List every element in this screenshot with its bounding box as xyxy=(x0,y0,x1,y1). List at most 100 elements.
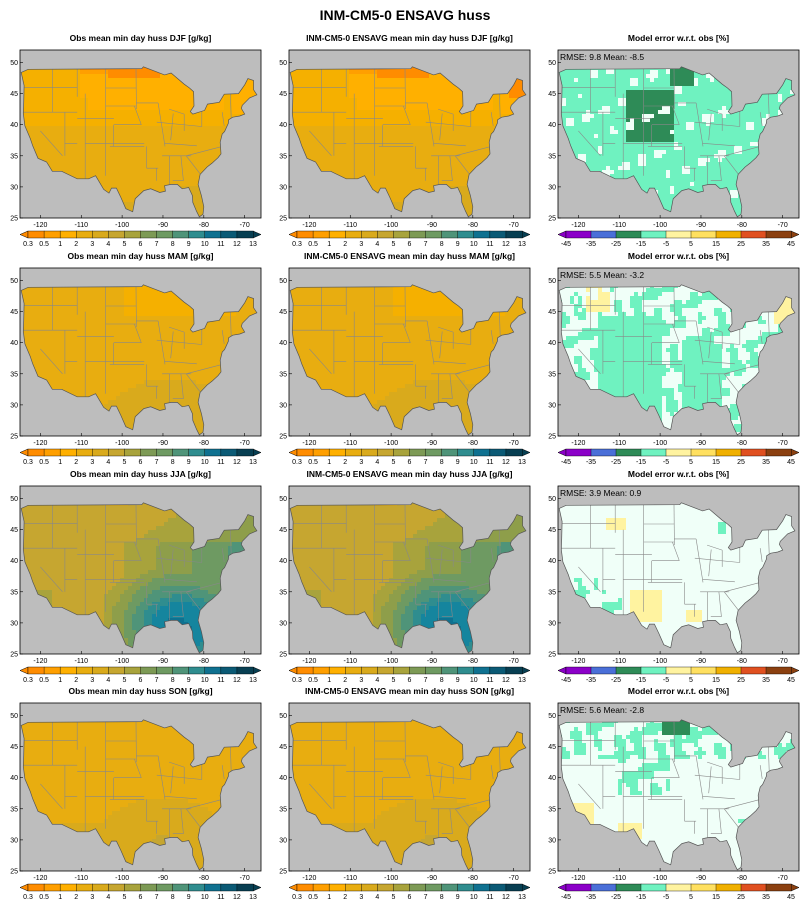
colorbar-tick-label: 12 xyxy=(502,241,510,248)
colorbar-segment xyxy=(27,666,45,675)
lon-tick-label: -110 xyxy=(75,440,89,447)
lat-tick-label: 25 xyxy=(548,652,556,659)
colorbar-segment xyxy=(457,666,475,675)
colorbar-tick-label: 13 xyxy=(249,677,257,684)
colorbar-segment xyxy=(220,666,238,675)
colorbar-segment xyxy=(236,666,254,675)
colorbar-tick-label: 12 xyxy=(502,677,510,684)
colorbar-segment xyxy=(505,230,523,239)
colorbar-segment xyxy=(124,230,141,239)
colorbar-huss: 0.3 0.5 1 2 3 4 5 6 7 8 9 10 11 12 13 xyxy=(19,883,262,900)
lon-tick-label: -100 xyxy=(384,658,398,665)
colorbar-segment xyxy=(140,230,157,239)
colorbar-min-arrow xyxy=(557,230,567,239)
lon-tick-label: -120 xyxy=(33,222,47,229)
colorbar-tick-label: 7 xyxy=(155,459,159,466)
panel-jja-model: INM-CM5-0 ENSAVG mean min day huss JJA [… xyxy=(279,469,531,684)
colorbar-tick-label: 4 xyxy=(106,677,110,684)
colorbar-tick-label: -35 xyxy=(586,241,596,248)
colorbar-max-arrow xyxy=(252,883,262,892)
lon-tick-label: -120 xyxy=(302,658,316,665)
panel-djf-obs: Obs mean min day huss DJF [g/kg]25303540… xyxy=(10,33,262,248)
lon-tick-label: -80 xyxy=(737,440,747,447)
colorbar-segment xyxy=(715,883,742,892)
colorbar-tick-label: -45 xyxy=(561,241,571,248)
lon-tick-label: -90 xyxy=(427,658,437,665)
lat-tick-label: 25 xyxy=(10,216,18,223)
lon-tick-label: -120 xyxy=(302,440,316,447)
colorbar-tick-label: 12 xyxy=(233,677,241,684)
lat-tick-label: 25 xyxy=(10,652,18,659)
colorbar-segment xyxy=(409,448,426,457)
colorbar-tick-label: 10 xyxy=(201,241,209,248)
state-boundaries xyxy=(22,286,232,403)
colorbar-tick-label: 6 xyxy=(139,241,143,248)
lat-tick-label: 45 xyxy=(548,91,556,98)
lon-tick-label: -70 xyxy=(240,875,250,882)
colorbar-tick-label: 13 xyxy=(518,894,526,900)
colorbar-segment xyxy=(565,666,592,675)
colorbar-tick-label: 0.5 xyxy=(308,894,318,900)
lon-tick-label: -100 xyxy=(115,875,129,882)
colorbar-tick-label: -15 xyxy=(636,459,646,466)
lat-tick-label: 25 xyxy=(548,216,556,223)
colorbar-segment xyxy=(489,666,507,675)
lon-tick-label: -120 xyxy=(302,222,316,229)
colorbar-segment xyxy=(296,230,314,239)
colorbar-segment xyxy=(172,666,190,675)
colorbar-segment xyxy=(43,666,61,675)
colorbar-segment xyxy=(457,883,475,892)
map-frame xyxy=(557,702,800,872)
lat-tick-label: 35 xyxy=(548,806,556,813)
colorbar-segment xyxy=(140,448,157,457)
colorbar-segment xyxy=(565,883,592,892)
colorbar-tick-label: -35 xyxy=(586,894,596,900)
colorbar-tick-label: -5 xyxy=(663,894,669,900)
state-boundaries xyxy=(22,68,232,185)
colorbar-tick-label: 2 xyxy=(343,241,347,248)
colorbar-tick-label: 1 xyxy=(58,894,62,900)
colorbar-segment xyxy=(473,230,491,239)
colorbar-segment xyxy=(590,883,617,892)
colorbar-max-arrow xyxy=(252,666,262,675)
lat-tick-label: 50 xyxy=(10,713,18,720)
lat-tick-label: 40 xyxy=(548,558,556,565)
state-boundaries xyxy=(560,504,770,621)
colorbar-tick-label: 4 xyxy=(375,894,379,900)
panel-title: INM-CM5-0 ENSAVG mean min day huss SON [… xyxy=(305,686,514,696)
lat-tick-label: 25 xyxy=(10,869,18,876)
lat-tick-label: 40 xyxy=(548,775,556,782)
colorbar-max-arrow xyxy=(252,448,262,457)
colorbar-segment xyxy=(345,883,362,892)
map-frame xyxy=(288,485,531,655)
colorbar-segment xyxy=(505,666,523,675)
lon-tick-label: -100 xyxy=(384,222,398,229)
colorbar-segment xyxy=(27,230,45,239)
colorbar-segment xyxy=(345,230,362,239)
colorbar-tick-label: 11 xyxy=(217,894,224,900)
colorbar-tick-label: 3 xyxy=(359,677,363,684)
colorbar-segment xyxy=(76,666,93,675)
colorbar-huss: 0.3 0.5 1 2 3 4 5 6 7 8 9 10 11 12 13 xyxy=(288,230,531,248)
colorbar-segment xyxy=(92,448,109,457)
colorbar-segment xyxy=(377,448,394,457)
colorbar-segment xyxy=(345,448,362,457)
colorbar-segment xyxy=(140,666,157,675)
colorbar-tick-label: -35 xyxy=(586,459,596,466)
lon-tick-label: -90 xyxy=(427,875,437,882)
lat-tick-label: 45 xyxy=(548,527,556,534)
colorbar-tick-label: 5 xyxy=(689,677,693,684)
lon-tick-label: -70 xyxy=(509,440,519,447)
panel-title: Obs mean min day huss DJF [g/kg] xyxy=(70,33,212,43)
colorbar-segment xyxy=(92,666,109,675)
lat-tick-label: 45 xyxy=(279,527,287,534)
colorbar-tick-label: 0.3 xyxy=(23,894,33,900)
colorbar-error: -45 -35 -25 -15 -5 5 15 25 35 45 xyxy=(557,448,800,466)
lon-tick-label: -100 xyxy=(653,440,667,447)
colorbar-tick-label: 5 xyxy=(122,677,126,684)
lon-tick-label: -100 xyxy=(115,222,129,229)
state-boundaries xyxy=(291,504,501,621)
colorbar-segment xyxy=(690,448,717,457)
colorbar-tick-label: 2 xyxy=(74,459,78,466)
colorbar-tick-label: 13 xyxy=(249,459,257,466)
